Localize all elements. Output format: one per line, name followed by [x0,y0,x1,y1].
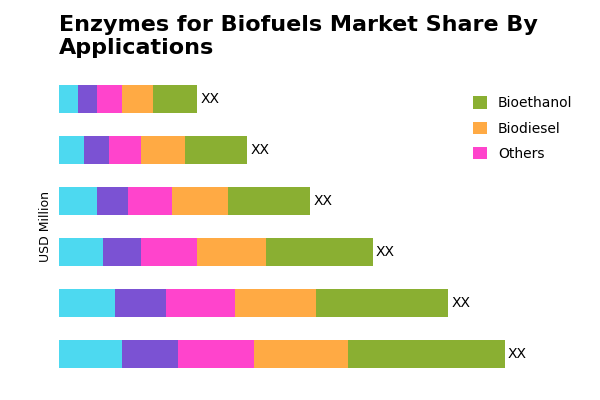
Text: Enzymes for Biofuels Market Share By
Applications: Enzymes for Biofuels Market Share By App… [59,15,538,58]
Bar [122,340,178,368]
Bar [59,85,78,113]
Bar [229,187,310,215]
Bar [140,238,197,266]
Text: XX: XX [250,143,269,157]
Bar [103,238,140,266]
Bar [348,340,505,368]
Bar [178,340,254,368]
Bar [59,187,97,215]
Bar [172,187,229,215]
Bar [59,340,122,368]
Bar [316,289,448,317]
Bar [109,136,140,164]
Bar [115,289,166,317]
Bar [97,187,128,215]
Bar [197,238,266,266]
Bar [266,238,373,266]
Text: XX: XX [451,296,470,310]
Y-axis label: USD Million: USD Million [39,191,52,262]
Bar [59,136,84,164]
Bar [166,289,235,317]
Bar [185,136,247,164]
Bar [235,289,316,317]
Bar [128,187,172,215]
Bar [59,289,115,317]
Bar [97,85,122,113]
Bar [254,340,348,368]
Bar [153,85,197,113]
Text: XX: XX [508,347,527,361]
Bar [140,136,185,164]
Bar [122,85,153,113]
Text: XX: XX [376,245,395,259]
Bar [84,136,109,164]
Bar [59,238,103,266]
Text: XX: XX [200,92,219,106]
Legend: Bioethanol, Biodiesel, Others: Bioethanol, Biodiesel, Others [467,91,578,166]
Text: XX: XX [313,194,332,208]
Bar [78,85,97,113]
